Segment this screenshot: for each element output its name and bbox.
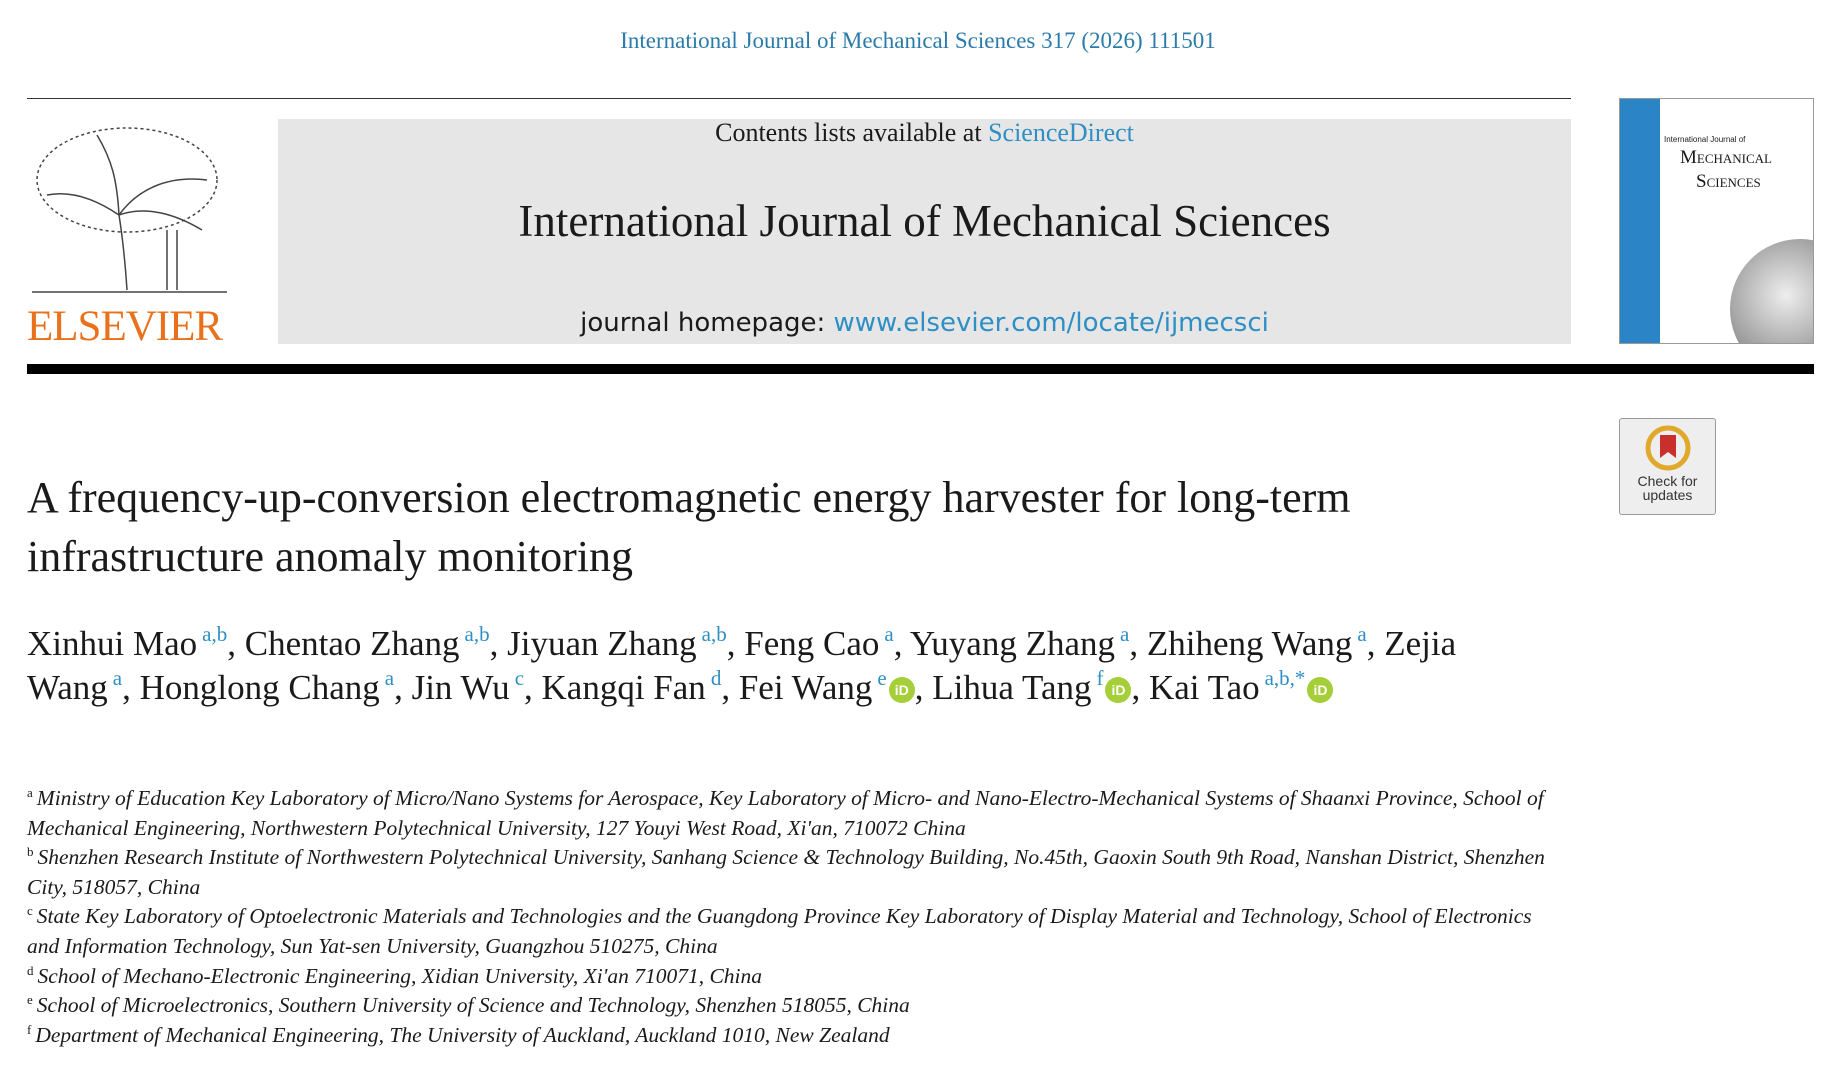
separator: , — [524, 668, 533, 707]
cover-line: Mechanical — [1680, 147, 1772, 168]
journal-cover[interactable]: International Journal of Mechanical Scie… — [1619, 98, 1814, 344]
homepage-prefix: journal homepage: — [580, 308, 826, 338]
sciencedirect-link[interactable]: ScienceDirect — [988, 118, 1134, 147]
author-name[interactable]: Zejia Wang — [27, 624, 1457, 707]
author: Jiyuan Zhang a,b, — [507, 622, 736, 664]
author-affiliation: c — [514, 666, 525, 690]
author-name[interactable]: Honglong Chang — [139, 668, 380, 707]
author: Yuyang Zhang a, — [909, 622, 1139, 664]
separator: , — [1366, 624, 1376, 663]
author: Kangqi Fan d, — [541, 666, 731, 708]
citation[interactable]: International Journal of Mechanical Scie… — [620, 28, 1216, 53]
orcid-icon[interactable]: iD — [1307, 677, 1334, 703]
author: Chentao Zhang a,b, — [244, 622, 499, 664]
author-affiliation: d — [710, 666, 722, 690]
publisher: ELSEVIER — [27, 303, 223, 350]
author-name[interactable]: Fei Wang — [738, 668, 873, 707]
contents-prefix: Contents lists available at — [715, 118, 982, 147]
separator: , — [893, 624, 903, 663]
separator: , — [721, 668, 731, 707]
author-affiliation: a — [884, 622, 894, 646]
affiliation-key: a — [27, 785, 33, 800]
orcid-icon[interactable]: iD — [888, 677, 915, 703]
separator: , — [227, 624, 236, 663]
journal-name: International Journal of Mechanical Scie… — [518, 196, 1331, 246]
affiliation-key: b — [27, 844, 34, 860]
author-name[interactable]: Jiyuan Zhang — [507, 624, 697, 663]
affiliation-key: e — [27, 992, 33, 1008]
homepage-link[interactable]: www.elsevier.com/locate/ijmecsci — [833, 308, 1269, 338]
affiliation-text: Ministry of Education Key Laboratory of … — [27, 786, 1544, 840]
author-affiliation: a — [112, 666, 123, 690]
author: Kai Tao a,b,* iD — [1148, 666, 1334, 707]
author-list: Xinhui Mao a,b, Chentao Zhang a,b, Jiyuan … — [27, 622, 1507, 710]
affiliation-key: d — [27, 962, 34, 978]
author: Zhiheng Wang a, — [1146, 622, 1376, 664]
author-name[interactable]: Feng Cao — [744, 624, 880, 663]
author-affiliation: a — [384, 666, 395, 690]
separator: , — [914, 668, 924, 707]
author-name[interactable]: Yuyang Zhang — [909, 624, 1116, 663]
author-affiliation: f — [1096, 666, 1104, 690]
cover-line: International Journal of — [1664, 135, 1746, 144]
author-affiliation: a,b — [701, 622, 727, 646]
author: Zejia Wang a, — [27, 624, 1456, 707]
separator: , — [1131, 668, 1141, 707]
check-icon — [1645, 425, 1691, 471]
author-name[interactable]: Chentao Zhang — [244, 624, 460, 663]
affiliation: a Ministry of Education Key Laboratory of… — [27, 784, 1569, 843]
author-affiliation: a — [1120, 622, 1130, 646]
rule — [27, 364, 1814, 374]
affiliation: c State Key Laboratory of Optoelectronic … — [27, 902, 1569, 961]
affiliation-text: Shenzhen Research Institute of Northwest… — [27, 845, 1545, 899]
author-name[interactable]: Kai Tao — [1148, 668, 1260, 707]
author: Xinhui Mao a,b, — [27, 622, 236, 664]
separator: , — [122, 668, 131, 707]
cover-line: Sciences — [1696, 171, 1761, 192]
author-name[interactable]: Jin Wu — [411, 668, 510, 707]
affiliation-text: State Key Laboratory of Optoelectronic M… — [27, 904, 1532, 958]
affiliation-key: f — [27, 1021, 32, 1037]
rule — [27, 98, 1571, 99]
affiliation: e School of Microelectronics, Southern Un… — [27, 991, 1569, 1021]
article-title: A frequency-up-conversion electromagneti… — [27, 473, 1351, 581]
journal-banner — [278, 119, 1571, 344]
check-label: Check for updates — [1637, 473, 1698, 503]
author-name[interactable]: Zhiheng Wang — [1146, 624, 1353, 663]
cover-art — [1730, 239, 1813, 343]
author: Lihua Tang f iD, — [932, 666, 1141, 708]
author-affiliation: a,b,* — [1264, 666, 1306, 690]
publisher-logo — [32, 127, 227, 293]
author: Jin Wu c, — [411, 666, 533, 708]
affiliation: b Shenzhen Research Institute of Northwes… — [27, 843, 1569, 902]
author-affiliation: a — [1357, 622, 1367, 646]
cover-stripe — [1620, 99, 1660, 343]
affiliation-list: a Ministry of Education Key Laboratory of… — [27, 784, 1569, 1050]
separator: , — [1129, 624, 1139, 663]
affiliation-text: Department of Mechanical Engineering, Th… — [35, 1022, 890, 1047]
orcid-icon[interactable]: iD — [1105, 677, 1132, 703]
author: Feng Cao a, — [744, 622, 903, 664]
author: Honglong Chang a, — [139, 666, 403, 708]
author-affiliation: a,b — [202, 622, 228, 646]
author-affiliation: a,b — [464, 622, 490, 646]
affiliation-text: School of Mechano-Electronic Engineering… — [37, 963, 763, 988]
separator: , — [394, 668, 403, 707]
author-affiliation: e — [877, 666, 887, 690]
separator: , — [489, 624, 499, 663]
affiliation-key: c — [27, 903, 33, 919]
affiliation: d School of Mechano-Electronic Engineerin… — [27, 962, 1569, 992]
affiliation-text: School of Microelectronics, Southern Uni… — [36, 993, 910, 1018]
author: Fei Wang e iD, — [738, 666, 924, 708]
contents-line: Contents lists available at ScienceDirec… — [278, 118, 1571, 148]
author-name[interactable]: Xinhui Mao — [27, 624, 198, 663]
author-name[interactable]: Kangqi Fan — [541, 668, 706, 707]
author-name[interactable]: Lihua Tang — [932, 668, 1092, 707]
affiliation: f Department of Mechanical Engineering, T… — [27, 1021, 1569, 1051]
separator: , — [726, 624, 736, 663]
homepage-line: journal homepage: www.elsevier.com/locat… — [278, 308, 1571, 338]
check-updates[interactable]: Check for updates — [1619, 418, 1716, 515]
